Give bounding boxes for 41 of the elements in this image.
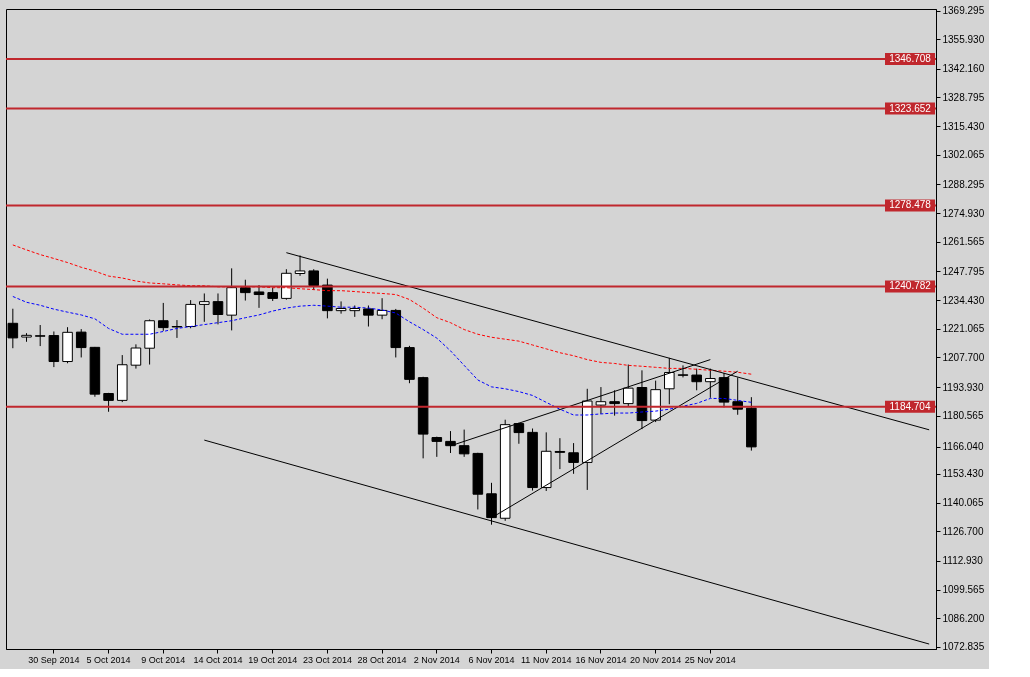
y-tick-label: 1126.700 — [942, 525, 984, 537]
y-tick-label: 1099.565 — [942, 584, 985, 596]
y-tick-label: 1207.700 — [942, 351, 985, 363]
ref-line-label: 1240.782 — [889, 280, 932, 292]
y-tick-label: 1369.295 — [942, 5, 985, 17]
ref-line-label: 1346.708 — [889, 53, 932, 65]
x-tick-label: 2 Nov 2014 — [413, 654, 460, 665]
x-tick-label: 11 Nov 2014 — [521, 654, 572, 665]
y-tick-label: 1153.430 — [942, 468, 984, 480]
y-tick-label: 1261.565 — [942, 236, 985, 248]
y-tick-label: 1234.430 — [942, 294, 985, 306]
x-tick-label: 25 Nov 2014 — [684, 654, 736, 665]
y-tick-label: 1315.430 — [942, 120, 985, 132]
x-tick-label: 28 Oct 2014 — [357, 654, 407, 665]
y-tick-label: 1328.795 — [942, 91, 985, 103]
y-tick-label: 1193.930 — [942, 381, 984, 393]
y-tick-label: 1180.565 — [942, 410, 984, 422]
x-tick-label: 19 Oct 2014 — [248, 654, 298, 665]
y-tick-label: 1112.930 — [942, 555, 984, 567]
x-tick-label: 9 Oct 2014 — [141, 654, 186, 665]
y-tick-label: 1302.065 — [942, 149, 985, 161]
x-tick-label: 30 Sep 2014 — [28, 654, 80, 665]
y-tick-label: 1086.200 — [942, 612, 985, 624]
y-tick-label: 1140.065 — [942, 497, 984, 509]
y-tick-label: 1166.040 — [942, 441, 984, 453]
y-tick-label: 1342.160 — [942, 63, 985, 75]
x-tick-label: 23 Oct 2014 — [302, 654, 352, 665]
y-tick-label: 1072.835 — [942, 641, 985, 653]
x-tick-label: 16 Nov 2014 — [575, 654, 627, 665]
x-tick-label: 14 Oct 2014 — [193, 654, 243, 665]
y-tick-label: 1288.295 — [942, 178, 985, 190]
ref-line-label: 1323.652 — [889, 102, 932, 114]
x-tick-label: 20 Nov 2014 — [630, 654, 682, 665]
y-tick-label: 1221.065 — [942, 323, 985, 335]
x-tick-label: 6 Nov 2014 — [468, 654, 515, 665]
x-tick-label: 5 Oct 2014 — [86, 654, 131, 665]
ref-line-label: 1184.704 — [889, 400, 931, 412]
y-tick-label: 1355.930 — [942, 33, 985, 45]
y-tick-label: 1274.930 — [942, 207, 985, 219]
ref-line-label: 1278.478 — [889, 199, 932, 211]
y-tick-label: 1247.795 — [942, 265, 985, 277]
